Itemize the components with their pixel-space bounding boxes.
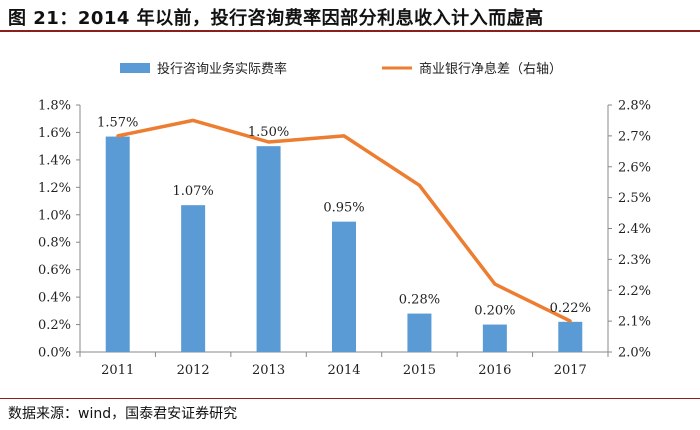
x-tick-label: 2015 [403,363,436,378]
left-tick-label: 1.8% [38,99,71,114]
x-tick-label: 2014 [327,363,360,378]
left-tick-label: 0.8% [38,236,71,251]
right-tick-label: 2.6% [618,160,651,175]
bar [407,313,432,352]
left-axis: 0.0% 0.2% 0.4% 0.6% 0.8% 1.0% 1.2% 1.4% 1.6% 1.8% [38,99,81,361]
bar-data-label: 0.28% [399,293,440,308]
right-tick-label: 2.7% [618,129,651,144]
x-tick-label: 2011 [101,363,134,378]
bar [482,324,507,352]
legend-bar-swatch [120,63,150,73]
bar-data-label: 1.07% [172,184,213,199]
left-tick-label: 1.6% [38,126,71,141]
x-tick-label: 2017 [554,363,587,378]
left-tick-label: 0.2% [38,318,71,333]
bar-data-label: 0.20% [474,304,515,319]
bar [256,146,281,352]
left-tick-label: 1.0% [38,208,71,223]
source-note: 数据来源：wind，国泰君安证券研究 [8,406,238,422]
bar [105,136,130,352]
bar-data-label: 1.57% [97,116,138,131]
right-tick-label: 2.4% [618,222,651,237]
right-tick-label: 2.1% [618,315,651,330]
left-tick-label: 0.6% [38,263,71,278]
line-point [342,134,346,138]
left-tick-label: 0.0% [38,346,71,361]
left-tick-label: 0.4% [38,291,71,306]
line-point [116,134,120,138]
bar-data-label: 1.50% [248,125,289,140]
left-tick-label: 1.2% [38,181,71,196]
bar [332,221,356,352]
right-tick-label: 2.2% [618,284,651,299]
bar [181,205,206,352]
chart-canvas: 投行咨询业务实际费率 商业银行净息差（右轴） 0.0%0.2%0.4%0.6%0… [38,61,651,378]
bar-series [105,136,583,352]
x-tick-label: 2013 [252,363,285,378]
source-rule [0,398,700,399]
chart-title: 图 21：2014 年以前，投行咨询费率因部分利息收入计入而虚高 [8,8,544,29]
right-tick-label: 2.5% [618,191,651,206]
legend-bar-label: 投行咨询业务实际费率 [157,61,287,77]
right-tick-label: 2.8% [618,99,651,114]
right-tick-label: 2.3% [618,253,651,268]
bar [558,321,583,352]
right-axis: 2.0% 2.1% 2.2% 2.3% 2.4% 2.5% 2.6% 2.7% 2.8% [607,99,651,361]
bar-data-labels: 1.57% 1.07% 1.50% 0.95% 0.28% 0.20% 0.22% [97,116,591,319]
line-series [116,118,572,323]
bar-data-label: 0.95% [323,201,364,216]
left-tick-label: 1.4% [38,153,71,168]
x-tick-label: 2012 [177,363,210,378]
line-point [493,282,497,286]
bar-data-label: 0.22% [550,301,591,316]
legend: 投行咨询业务实际费率 商业银行净息差（右轴） [120,61,562,77]
right-tick-label: 2.0% [618,346,651,361]
line-point [191,118,195,122]
line-point [568,319,572,323]
x-tick-label: 2016 [478,363,511,378]
title-rule [0,30,700,32]
line-point [417,183,421,187]
line-point [267,140,271,144]
x-axis: 2011 2012 2013 2014 2015 2016 2017 [79,351,609,378]
legend-line-label: 商业银行净息差（右轴） [419,61,562,77]
